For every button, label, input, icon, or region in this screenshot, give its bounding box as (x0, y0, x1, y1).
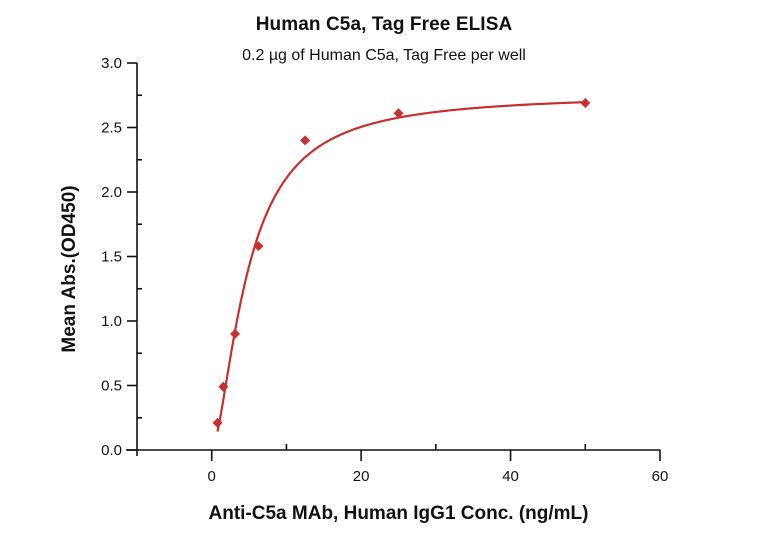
y-tick-label: 0.5 (101, 378, 122, 395)
axes: 0.0 0.5 1.0 1.5 2.0 2.5 3.0 0 20 40 60 (101, 55, 668, 485)
diamond-marker (212, 417, 223, 428)
y-tick-label: 0.0 (101, 442, 122, 459)
x-tick-label: 40 (502, 468, 519, 485)
data-points (212, 97, 591, 428)
y-tick-label: 3.0 (101, 55, 122, 72)
diamond-marker (300, 135, 311, 146)
y-tick-label: 1.0 (101, 313, 122, 330)
x-tick-label: 60 (652, 468, 669, 485)
chart-title: Human C5a, Tag Free ELISA (255, 14, 513, 35)
y-tick-label: 1.5 (101, 249, 122, 266)
y-tick-label: 2.0 (101, 184, 122, 201)
y-tick-label: 2.5 (101, 120, 122, 137)
diamond-marker (253, 241, 264, 252)
diamond-marker (580, 97, 591, 108)
fit-curve-path (216, 101, 586, 432)
chart-subtitle: 0.2 µg of Human C5a, Tag Free per well (242, 47, 526, 64)
diamond-marker (393, 108, 404, 119)
x-tick-label: 20 (353, 468, 370, 485)
fit-curve (216, 101, 586, 432)
x-tick-label: 0 (208, 468, 216, 485)
x-axis-label: Anti-C5a MAb, Human IgG1 Conc. (ng/mL) (208, 503, 589, 524)
diamond-marker (230, 328, 241, 339)
diamond-marker (218, 381, 229, 392)
